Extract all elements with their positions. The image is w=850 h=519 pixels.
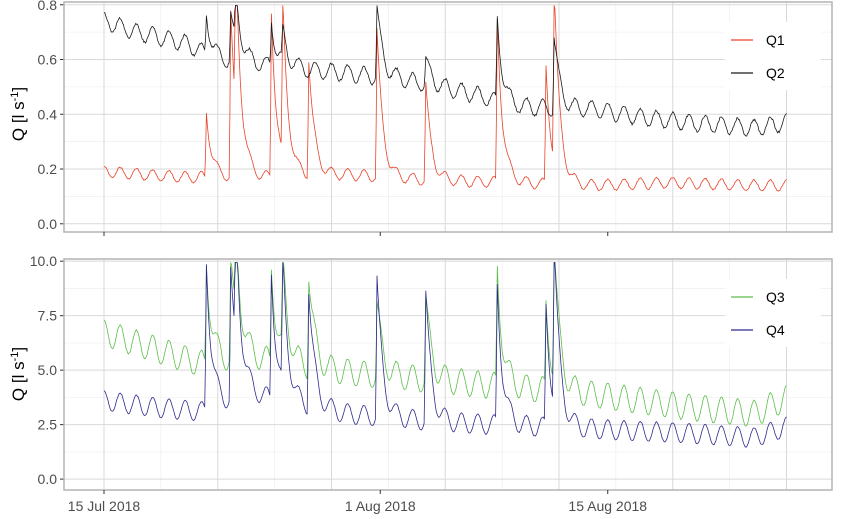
legend-box (725, 22, 821, 90)
y-axis-title-bottom: Q [l s-1] (9, 347, 28, 401)
series-line-q1 (103, 5, 787, 192)
x-axis: 15 Jul 2018 1 Aug 2018 15 Aug 2018 (68, 498, 647, 514)
panel-top: 0.0 0.2 0.4 0.6 0.8 Q1 Q2 (38, 0, 833, 236)
y-tick-label: 0.4 (38, 106, 58, 122)
legend-label-q2: Q2 (766, 65, 785, 81)
y-tick-label: 5.0 (38, 362, 58, 378)
y-tick-label: 7.5 (38, 308, 58, 324)
y-tick-label: 0.0 (38, 471, 58, 487)
panel-border (63, 1, 833, 233)
y-tick-label: 0.6 (38, 52, 58, 68)
y-tick-label: 10.0 (30, 253, 57, 269)
x-tick-label: 1 Aug 2018 (345, 498, 416, 514)
y-tick-label: 0.8 (38, 0, 58, 13)
y-tick-label: 0.0 (38, 216, 58, 232)
legend-label-q1: Q1 (766, 32, 785, 48)
panel-border (63, 258, 833, 491)
legend-box (725, 279, 821, 347)
y-axis-title-top: Q [l s-1] (9, 87, 28, 141)
series-line-q4 (103, 262, 787, 448)
x-tick-label: 15 Jul 2018 (68, 498, 141, 514)
panel-bottom: 0.0 2.5 5.0 7.5 10.0 Q3 Q4 (30, 253, 833, 494)
legend-label-q4: Q4 (766, 322, 785, 338)
series-line-q3 (103, 262, 787, 427)
x-tick-label: 15 Aug 2018 (568, 498, 647, 514)
y-tick-label: 2.5 (38, 417, 58, 433)
legend-label-q3: Q3 (766, 289, 785, 305)
series-line-q2 (103, 5, 787, 137)
y-tick-label: 0.2 (38, 161, 58, 177)
